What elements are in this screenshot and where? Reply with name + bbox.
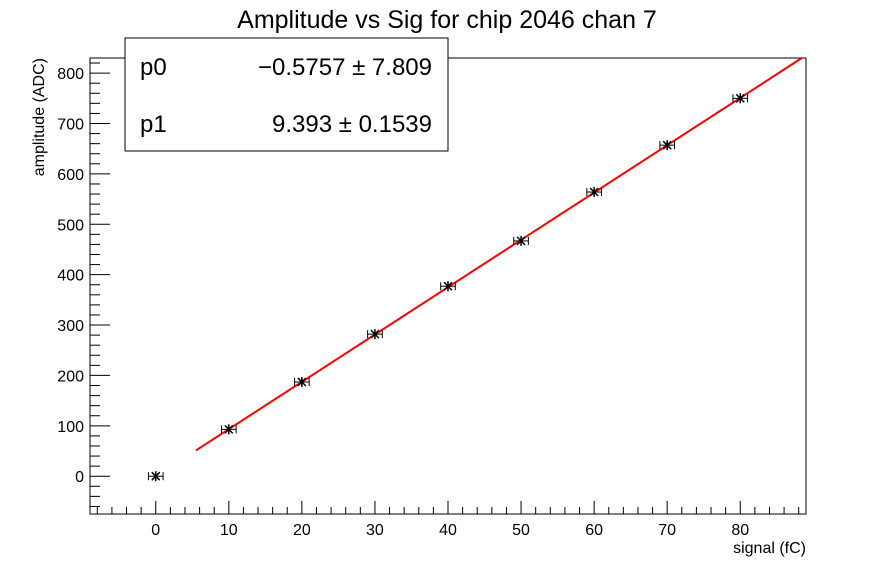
stat-p1-value: 9.393 ± 0.1539 — [272, 111, 432, 138]
y-tick-label: 800 — [57, 66, 84, 83]
stats-box-frame — [124, 37, 449, 152]
x-axis-label: signal (fC) — [733, 540, 806, 557]
y-tick-label: 300 — [57, 318, 84, 335]
y-tick-label: 200 — [57, 368, 84, 385]
data-point — [732, 93, 749, 104]
y-tick-label: 500 — [57, 217, 84, 234]
fit-layer — [195, 56, 803, 452]
data-point — [586, 187, 602, 198]
x-axis: 0 10 20 30 40 50 60 70 80 — [96, 501, 800, 539]
data-point — [367, 329, 383, 340]
fit-line — [195, 56, 803, 452]
stat-p0-name: p0 — [140, 54, 167, 81]
x-tick-label: 30 — [366, 522, 384, 539]
x-tick-label: 0 — [151, 522, 160, 539]
chart-title: Amplitude vs Sig for chip 2046 chan 7 — [237, 6, 657, 34]
data-point — [147, 471, 164, 482]
y-tick-label: 0 — [75, 469, 84, 486]
x-tick-label: 50 — [512, 522, 530, 539]
y-tick-label: 400 — [57, 268, 84, 285]
data-point — [659, 140, 675, 151]
y-tick-label: 600 — [57, 167, 84, 184]
data-points — [147, 93, 749, 482]
y-tick-label: 100 — [57, 419, 84, 436]
x-tick-label: 70 — [658, 522, 676, 539]
data-point — [221, 424, 237, 435]
y-tick-label: 700 — [57, 117, 84, 134]
x-tick-label: 10 — [220, 522, 238, 539]
y-axis-label: amplitude (ADC) — [31, 58, 48, 176]
x-tick-label: 40 — [439, 522, 457, 539]
y-axis: 0 100 200 300 400 500 600 700 800 — [57, 62, 110, 507]
data-point — [440, 281, 456, 292]
x-tick-label: 80 — [731, 522, 749, 539]
data-point — [294, 376, 310, 387]
fit-stats-box: p0 −0.5757 ± 7.809 p1 9.393 ± 0.1539 — [124, 37, 449, 152]
x-tick-label: 60 — [585, 522, 603, 539]
stat-p1-name: p1 — [140, 111, 167, 138]
x-tick-label: 20 — [293, 522, 311, 539]
stat-p0-value: −0.5757 ± 7.809 — [258, 54, 432, 81]
data-point — [513, 235, 529, 246]
